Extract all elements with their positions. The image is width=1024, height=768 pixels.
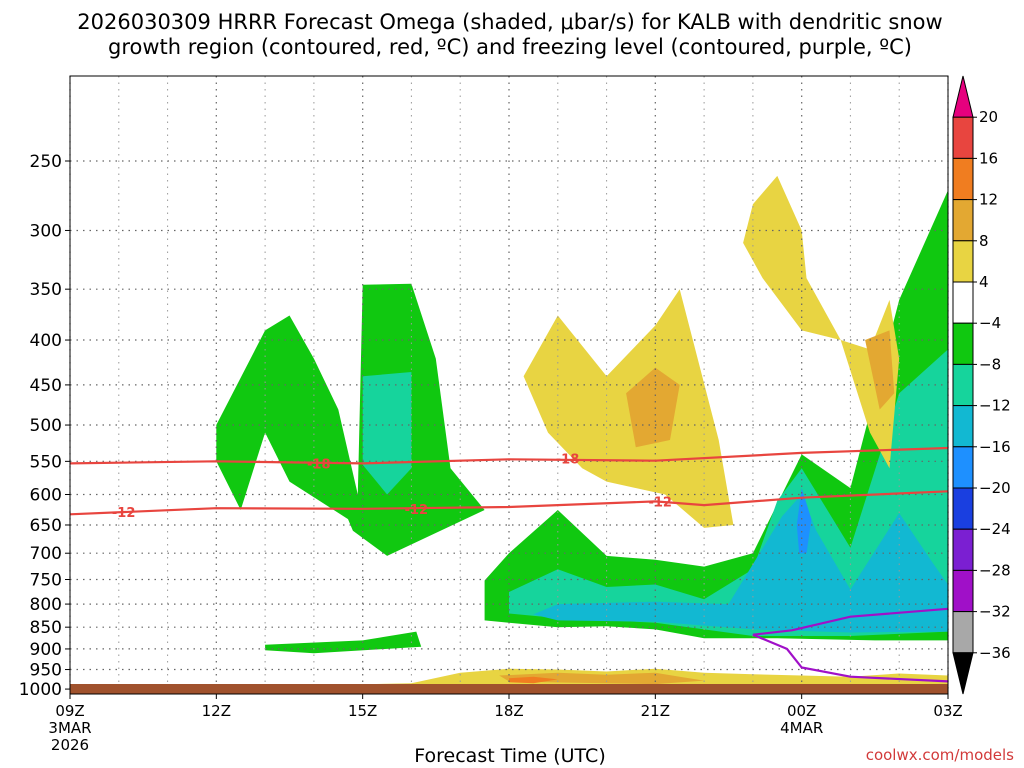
- chart-title-line1: 2026030309 HRRR Forecast Omega (shaded, …: [77, 10, 942, 34]
- grid-lines: [69, 76, 949, 694]
- omega-region-8: [499, 672, 705, 685]
- x-tick-label: 12Z: [202, 702, 231, 720]
- colorbar-label: −32: [979, 603, 1011, 621]
- contour-label-4: -12: [648, 495, 672, 510]
- y-tick-label: 450: [30, 376, 62, 396]
- contour-line-1: [69, 490, 949, 516]
- omega-region-11: [626, 367, 680, 448]
- omega-region-6: [265, 631, 422, 654]
- colorbar-label: −16: [979, 438, 1011, 456]
- colorbar-swatch: [952, 611, 974, 654]
- x-tick-label: 18Z: [494, 702, 523, 720]
- colorbar-swatch: [952, 487, 974, 530]
- x-tick-label: 00Z: [787, 702, 816, 720]
- colorbar-label: −20: [979, 479, 1011, 497]
- x-tick-label: 21Z: [641, 702, 670, 720]
- y-tick-label: 950: [30, 661, 62, 681]
- omega-region-13: [865, 330, 895, 410]
- colorbar-label: −12: [979, 397, 1011, 415]
- omega-region-10: [523, 289, 734, 528]
- colorbar-swatch: [952, 569, 974, 613]
- x-tick-label: 15Z: [348, 702, 377, 720]
- colorbar-swatch: [952, 363, 974, 407]
- y-tick-label: 350: [30, 280, 62, 300]
- chart-title-line2: growth region (contoured, red, ºC) and f…: [108, 35, 912, 59]
- contour-line-3: [752, 633, 949, 683]
- colorbar-swatch: [952, 75, 974, 118]
- x-axis-title: Forecast Time (UTC): [414, 745, 605, 767]
- y-tick-label: 500: [30, 416, 62, 436]
- contour-line-0: [69, 446, 949, 465]
- colorbar-label: −36: [979, 644, 1011, 662]
- y-tick-label: 250: [30, 152, 62, 172]
- y-tick-label: 550: [30, 452, 62, 472]
- colorbar-label: −8: [979, 355, 1001, 373]
- colorbar-swatch: [952, 116, 974, 159]
- x-tick-year: 2026: [51, 736, 89, 754]
- y-tick-label: 900: [30, 640, 62, 660]
- y-tick-label: 650: [30, 516, 62, 536]
- y-tick-label: 600: [30, 485, 62, 505]
- colorbar-swatch: [952, 240, 974, 283]
- y-tick-label: 400: [30, 331, 62, 351]
- colorbar-swatch: [952, 157, 974, 201]
- colorbar-label: 4: [979, 273, 989, 291]
- colorbar-swatch: [952, 281, 974, 324]
- colorbar-swatch: [952, 405, 974, 448]
- contour-label-3: -12: [405, 503, 429, 518]
- x-tick-label: 09Z: [55, 702, 84, 720]
- colorbar-swatch: [952, 322, 974, 365]
- contour-label-1: -18: [556, 453, 580, 468]
- colorbar-swatch: [952, 528, 974, 571]
- x-tick-date: 4MAR: [780, 719, 823, 737]
- colorbar-label: 16: [979, 149, 998, 167]
- y-tick-label: 750: [30, 570, 62, 590]
- watermark: coolwx.com/models: [866, 746, 1014, 764]
- contour-line-2: [752, 607, 949, 636]
- colorbar-swatch: [952, 446, 974, 489]
- omega-region-5: [796, 488, 812, 554]
- colorbar-label: −28: [979, 561, 1011, 579]
- omega-region-0: [216, 283, 485, 556]
- y-tick-label: 300: [30, 221, 62, 241]
- colorbar-label: 8: [979, 232, 989, 250]
- colorbar-swatch: [952, 652, 974, 695]
- contour-label-0: -18: [307, 457, 331, 472]
- x-tick-date: 3MAR: [48, 719, 91, 737]
- omega-region-4: [533, 494, 948, 633]
- colorbar-swatch: [952, 199, 974, 242]
- colorbar-label: 20: [979, 108, 998, 126]
- colorbar: 20 16 12 8 4 −4 −8 −12 −16 −20 −24 −28 −32 −36: [952, 75, 1011, 695]
- omega-region-12: [743, 175, 900, 469]
- omega-region-9: [509, 676, 558, 684]
- x-tick-label: 03Z: [933, 702, 962, 720]
- colorbar-label: −24: [979, 520, 1011, 538]
- y-tick-label: 850: [30, 618, 62, 638]
- y-tick-label: 700: [30, 544, 62, 564]
- y-tick-label: 1000: [19, 680, 62, 700]
- colorbar-label: −4: [979, 314, 1001, 332]
- contour-label-2: -12: [112, 506, 136, 521]
- omega-region-3: [509, 349, 948, 636]
- y-tick-label: 800: [30, 595, 62, 615]
- ground-surface: [70, 684, 948, 694]
- pressure-axis: 2503003504004505005506006507007508008509…: [19, 152, 70, 700]
- colorbar-label: 12: [979, 191, 998, 209]
